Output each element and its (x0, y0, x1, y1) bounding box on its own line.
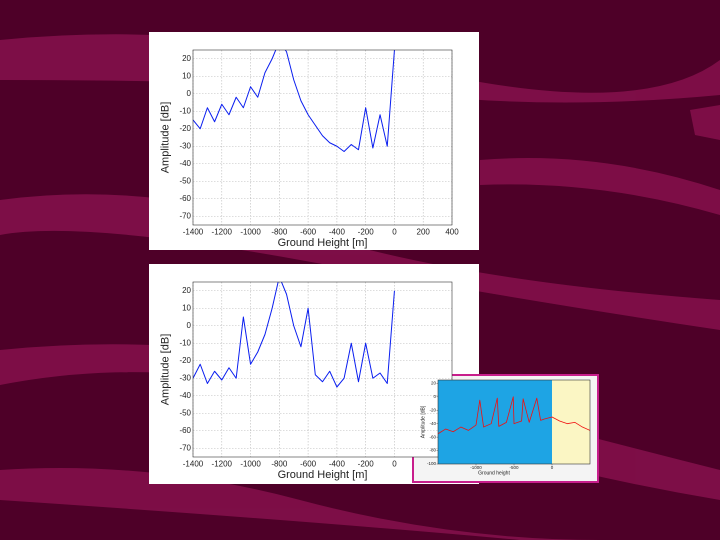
x-tick-label: -500 (509, 465, 519, 470)
x-tick-label: -1000 (240, 459, 261, 468)
x-axis-label: Ground height (478, 470, 510, 476)
y-tick-label: -20 (179, 124, 191, 133)
x-tick-label: -600 (300, 227, 317, 236)
x-axis-label: Ground Height [m] (278, 237, 368, 249)
y-tick-label: -30 (179, 373, 191, 382)
y-tick-label: -70 (179, 443, 191, 452)
y-tick-label: -60 (179, 426, 191, 435)
data-line (438, 396, 590, 435)
x-tick-label: 0 (392, 227, 397, 236)
x-tick-label: -1200 (212, 459, 233, 468)
data-line (193, 50, 395, 152)
y-tick-label: 0 (187, 321, 192, 330)
x-tick-label: -200 (358, 227, 375, 236)
x-tick-label: 0 (392, 459, 397, 468)
y-tick-label: -20 (179, 356, 191, 365)
x-tick-label: -1200 (212, 227, 233, 236)
band (438, 380, 552, 464)
chart: 20 10 0 -10 -20 -30 -40 -50 -60 -70 -1400 -1200 -100… (160, 49, 459, 249)
y-axis-label: Amplitude [dB] (160, 102, 172, 174)
y-tick-label: -60 (179, 194, 191, 203)
band (552, 380, 590, 464)
y-tick-label: -70 (179, 211, 191, 220)
x-tick-label: -600 (300, 459, 317, 468)
y-tick-label: -40 (179, 159, 191, 168)
x-tick-label: 200 (417, 227, 431, 236)
x-axis-label: Ground Height [m] (278, 469, 368, 481)
y-tick-label: -80 (429, 448, 436, 453)
y-tick-label: -50 (179, 408, 191, 417)
y-tick-label: 20 (431, 381, 437, 386)
data-line (193, 282, 395, 388)
x-tick-label: 400 (445, 227, 459, 236)
y-tick-label: -10 (179, 338, 191, 347)
y-tick-label: 20 (182, 286, 191, 295)
y-tick-label: 10 (182, 71, 191, 80)
y-tick-label: -60 (429, 434, 436, 439)
y-tick-label: -30 (179, 141, 191, 150)
y-axis-label: Amplitude [dB] (421, 405, 427, 438)
x-tick-label: -1400 (183, 459, 204, 468)
plot-frame (437, 379, 591, 465)
chart: 20 10 0 -10 -20 -30 -40 -50 -60 -70 -1400 -1200 -100… (160, 281, 453, 481)
plot-area (193, 50, 452, 225)
x-tick-label: -400 (329, 459, 346, 468)
x-tick-label: -200 (358, 459, 375, 468)
y-tick-label: 10 (182, 303, 191, 312)
plot-frame (192, 281, 453, 458)
chart: 20 0 -20 -40 -60 -80 -100 -1000 -500 0 Ground heig… (421, 379, 591, 476)
y-axis-label: Amplitude [dB] (160, 334, 172, 406)
y-tick-label: 0 (433, 394, 436, 399)
x-tick-label: -1400 (183, 227, 204, 236)
y-tick-label: -50 (179, 176, 191, 185)
x-tick-label: -800 (271, 227, 288, 236)
x-tick-label: -1000 (240, 227, 261, 236)
x-tick-label: -400 (329, 227, 346, 236)
x-tick-label: 0 (551, 465, 554, 470)
y-tick-label: 0 (187, 89, 192, 98)
x-tick-label: -1000 (470, 465, 482, 470)
x-tick-label: -800 (271, 459, 288, 468)
plot-frame (192, 49, 453, 226)
y-tick-label: -40 (179, 391, 191, 400)
plot-area (193, 282, 452, 457)
y-tick-label: -20 (429, 407, 436, 412)
y-tick-label: -100 (427, 461, 437, 466)
y-tick-label: 20 (182, 54, 191, 63)
y-tick-label: -40 (429, 421, 436, 426)
y-tick-label: -10 (179, 106, 191, 115)
